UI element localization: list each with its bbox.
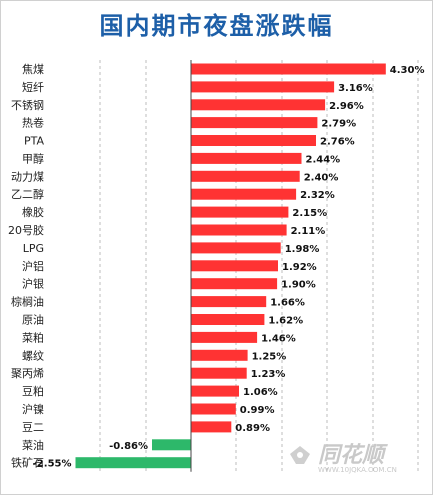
bar	[191, 117, 318, 129]
category-label: 短纤	[22, 80, 44, 94]
category-label: 沪镍	[22, 402, 44, 416]
watermark-url: WWW.10JQKA.COM.CN	[318, 466, 397, 474]
category-label: 不锈钢	[11, 99, 44, 112]
bar	[152, 439, 191, 451]
bar	[191, 63, 386, 75]
bar	[191, 224, 287, 236]
bar	[191, 367, 247, 379]
value-label: -2.55%	[33, 459, 72, 470]
value-label: -0.86%	[109, 441, 148, 452]
bar	[75, 457, 191, 469]
bar	[191, 81, 335, 93]
value-label: 2.32%	[300, 190, 335, 201]
value-label: 0.89%	[235, 423, 270, 434]
value-label: 1.62%	[268, 316, 303, 327]
value-label: 2.76%	[320, 137, 355, 148]
value-label: 1.46%	[261, 333, 296, 344]
grid-lines	[99, 60, 419, 472]
bar	[191, 170, 300, 182]
category-label: 菜油	[22, 438, 44, 452]
value-label: 1.66%	[270, 298, 305, 309]
category-label: 焦煤	[22, 63, 44, 76]
category-label: PTA	[24, 135, 44, 148]
value-label: 4.30%	[390, 65, 425, 76]
category-label: 铁矿石	[11, 457, 44, 470]
bar	[191, 296, 267, 308]
value-label: 2.11%	[291, 226, 326, 237]
bar	[191, 188, 297, 200]
category-label: 豆粕	[22, 384, 44, 398]
value-label: 1.25%	[252, 351, 287, 362]
bar	[191, 206, 289, 218]
category-label: 甲醇	[22, 151, 44, 165]
bar	[191, 314, 265, 325]
bars	[75, 63, 386, 469]
bar	[191, 135, 316, 146]
category-label: 螺纹	[22, 348, 44, 362]
bar	[191, 421, 232, 433]
bar	[191, 385, 239, 397]
bar	[191, 152, 302, 164]
value-labels: 4.30% 3.16% 2.96% 2.79% 2.76% 2.44% 2.40% 2.32%…	[33, 65, 425, 470]
value-label: 2.44%	[306, 154, 341, 165]
category-label: 聚丙烯	[11, 367, 44, 380]
category-label: 热卷	[22, 116, 44, 130]
value-label: 2.96%	[329, 101, 364, 112]
category-label: 动力煤	[11, 170, 44, 183]
watermark-brand: 同花顺	[318, 443, 388, 468]
value-label: 1.23%	[251, 369, 286, 380]
bar	[191, 99, 326, 111]
category-label: 20号胶	[8, 223, 44, 237]
category-label: 橡胶	[22, 205, 44, 219]
bar	[191, 331, 258, 343]
value-label: 1.06%	[243, 387, 278, 398]
category-label: 豆二	[22, 421, 44, 434]
value-label: 3.16%	[338, 83, 373, 94]
category-label: 棕榈油	[11, 295, 44, 309]
category-label: 菜粕	[22, 330, 44, 344]
bar	[191, 242, 281, 254]
value-label: 2.40%	[304, 172, 339, 183]
category-label: 沪铝	[22, 259, 44, 273]
bar	[191, 349, 248, 361]
category-label: 原油	[22, 313, 44, 327]
value-label: 2.79%	[321, 119, 356, 130]
value-label: 1.90%	[281, 280, 316, 291]
value-label: 0.99%	[240, 405, 275, 416]
value-label: 1.98%	[285, 244, 320, 255]
category-label: LPG	[23, 242, 44, 255]
chart-title: 国内期市夜盘涨跌幅	[99, 11, 334, 40]
category-label: 沪银	[22, 277, 44, 291]
bar	[191, 278, 278, 290]
bar	[191, 403, 236, 415]
watermark: 同花顺 WWW.10JQKA.COM.CN	[290, 443, 397, 474]
value-label: 2.15%	[292, 208, 327, 219]
category-label: 乙二醇	[11, 187, 44, 201]
bar	[191, 260, 278, 272]
value-label: 1.92%	[282, 262, 317, 273]
